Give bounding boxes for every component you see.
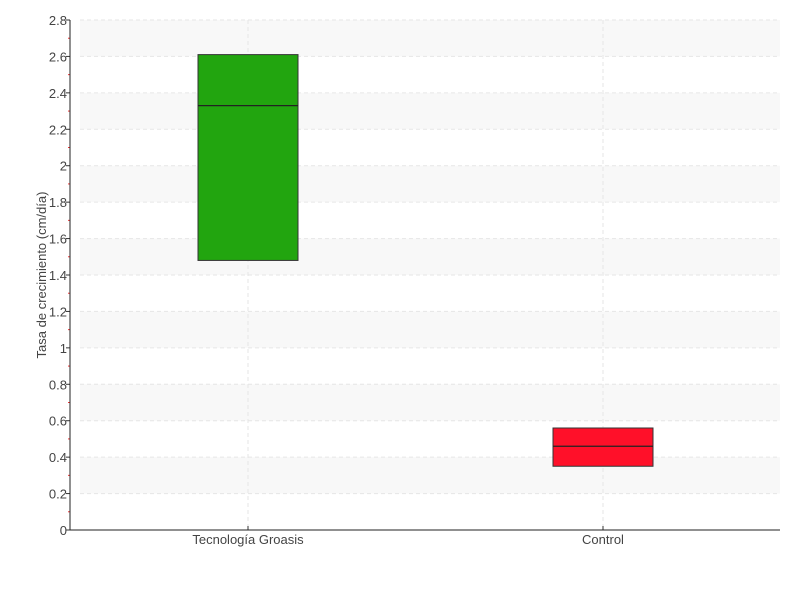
background-band [80,20,780,57]
box [552,427,654,467]
y-tick-label: 1 [60,341,67,356]
background-band [80,238,780,275]
x-tick-label: Tecnología Groasis [192,532,304,547]
background-band [80,457,780,494]
y-tick-label: 1.2 [49,304,67,319]
background-band [80,165,780,203]
grid-lines [80,19,780,530]
y-tick-label: 0.6 [49,414,67,429]
y-tick-label: 2.4 [49,86,67,101]
y-tick-label: 2.8 [49,13,67,28]
y-tick-label: 0 [60,523,67,538]
y-tick-label: 0.8 [49,377,67,392]
axes: 0 0.2 0.4 0.6 0.8 1 1.2 1.4 1.6 1.8 2 2.2 2.4 2.6 2.8 T… [49,13,780,547]
y-axis-label: Tasa de crecimiento (cm/día) [34,192,49,359]
boxes [197,54,654,467]
y-tick-label: 1.4 [49,268,67,283]
box [197,54,299,261]
background-band [80,311,780,348]
y-tick-label: 2 [60,159,67,174]
background-band [80,384,780,421]
y-tick-label: 1.8 [49,195,67,210]
background-band [80,92,780,130]
y-tick-label: 0.2 [49,487,67,502]
y-tick-label: 0.4 [49,450,67,465]
y-tick-label: 2.6 [49,49,67,64]
y-tick-label: 2.2 [49,122,67,137]
x-tick-label: Control [582,532,624,547]
background-bands [80,20,780,494]
y-tick-label: 1.6 [49,232,67,247]
